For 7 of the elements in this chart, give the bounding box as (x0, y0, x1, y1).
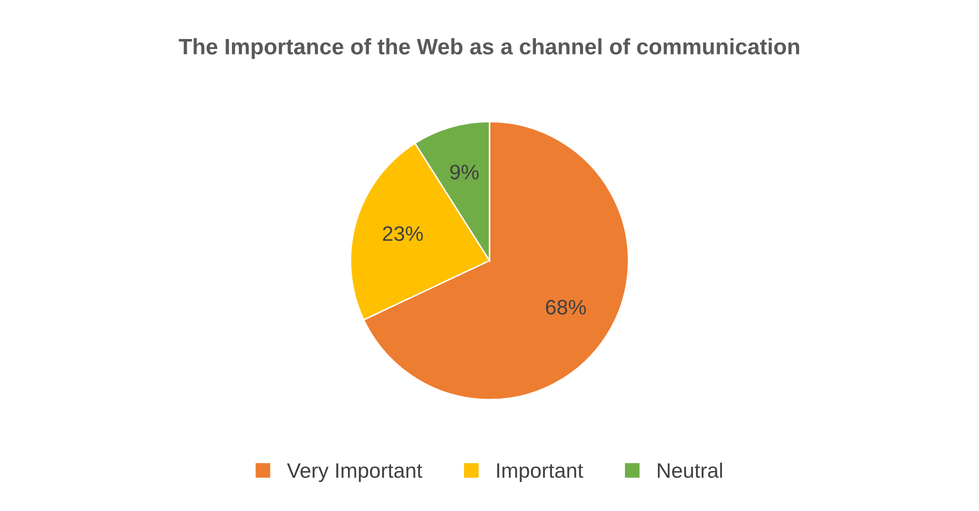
legend-label: Very Important (286, 463, 422, 482)
data-label: 23% (382, 226, 423, 241)
data-label: 68% (546, 300, 586, 315)
chart-title: The Importance of the Web as a channel of communication (178, 38, 800, 59)
legend-label: Neutral (658, 462, 722, 478)
legend-label: Important (497, 463, 584, 482)
data-label: 9% (450, 164, 479, 180)
